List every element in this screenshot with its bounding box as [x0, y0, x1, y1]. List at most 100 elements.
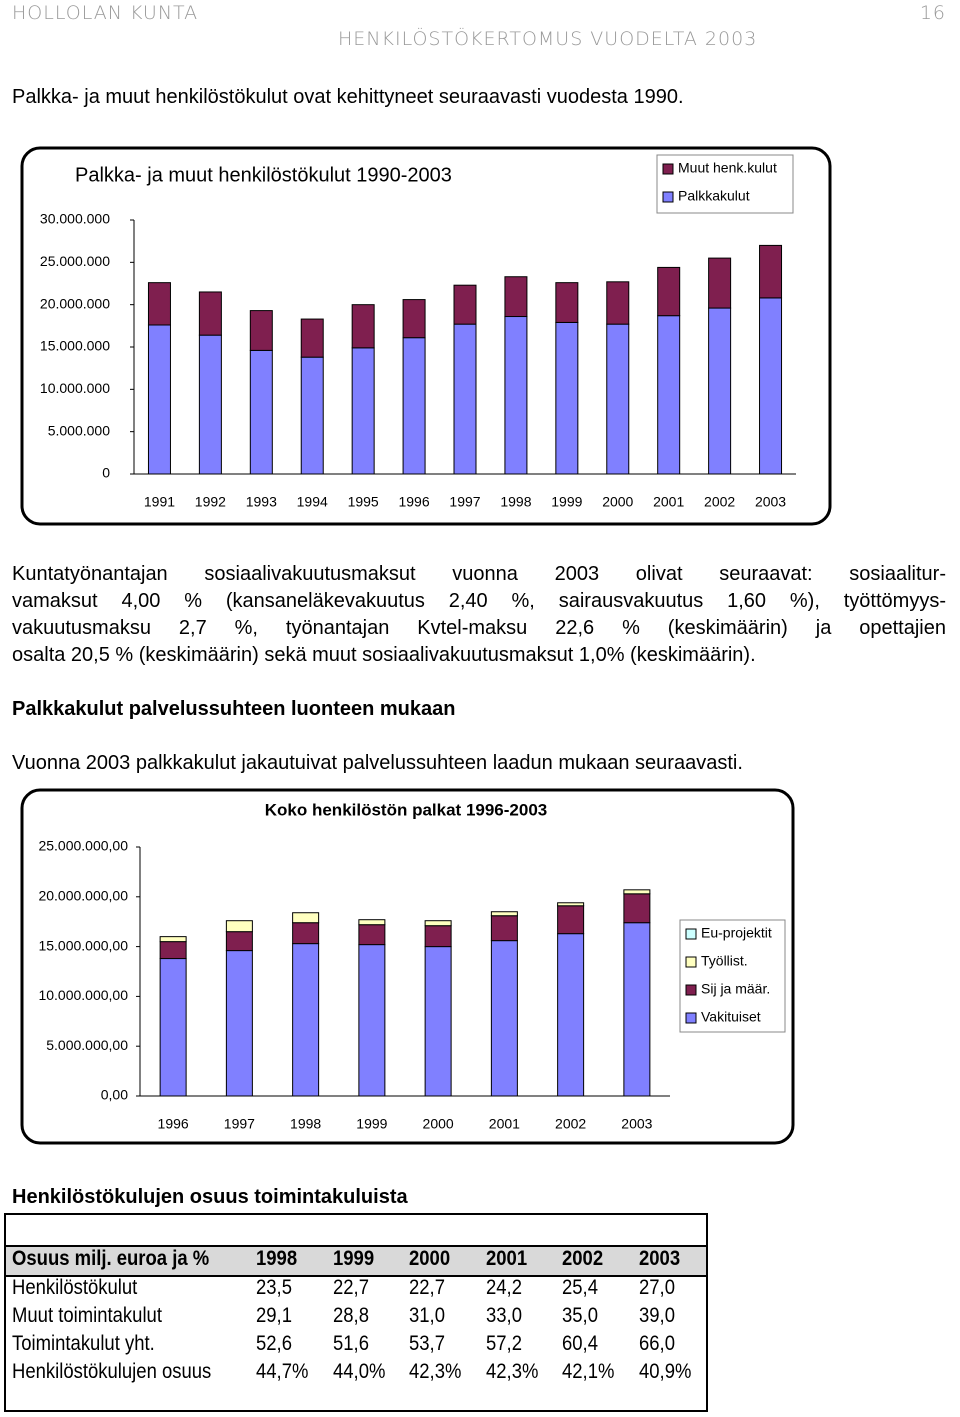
legend-swatch: [685, 956, 697, 968]
bar-segment: [147, 282, 171, 326]
x-tick-label: 1999: [356, 1116, 387, 1132]
x-tick-label: 1998: [290, 1116, 321, 1132]
x-tick-label: 1992: [195, 494, 226, 510]
table-cell: 42,3%: [409, 1360, 462, 1383]
x-tick-label: 2003: [755, 494, 786, 510]
x-tick-label: 1997: [224, 1116, 255, 1132]
table-cell: 1998: [256, 1247, 298, 1270]
bar-segment: [292, 922, 320, 945]
table-cell: 2003: [639, 1247, 681, 1270]
x-tick-label: 2000: [423, 1116, 454, 1132]
table-cell: Toimintakulut yht.: [12, 1332, 155, 1355]
x-tick-label: 1994: [297, 494, 328, 510]
bar-segment: [402, 299, 426, 339]
x-tick-label: 1999: [551, 494, 582, 510]
paragraph-line: vakuutusmaksu 2,7 %, työnantajan Kvtel-m…: [12, 617, 946, 639]
y-tick-label: 20.000.000,00: [38, 888, 128, 904]
x-tick-label: 1996: [398, 494, 429, 510]
bar-segment: [557, 933, 585, 1097]
bar-segment: [292, 943, 320, 1097]
table-header-row: [6, 1245, 706, 1277]
legend-swatch: [685, 928, 697, 940]
x-tick-label: 1996: [158, 1116, 189, 1132]
section-text: Vuonna 2003 palkkakulut jakautuivat palv…: [12, 752, 743, 774]
y-tick-label: 0,00: [101, 1087, 128, 1103]
table-cell: 22,7: [333, 1276, 369, 1299]
table-heading: Henkilöstökulujen osuus toimintakuluista: [12, 1186, 408, 1208]
bar-segment: [159, 958, 187, 1097]
bar-segment: [198, 334, 222, 475]
table-cell: 53,7: [409, 1332, 445, 1355]
bar-segment: [351, 304, 375, 349]
table-cell: 2001: [486, 1247, 528, 1270]
table-cell: 33,0: [486, 1304, 522, 1327]
bar-segment: [759, 297, 783, 475]
table-cell: Henkilöstökulut: [12, 1276, 138, 1299]
y-tick-label: 25.000.000,00: [38, 838, 128, 854]
chart-frame: [20, 788, 795, 1145]
table-cell: 42,1%: [562, 1360, 615, 1383]
x-tick-label: 1995: [348, 494, 379, 510]
table-cell: 1999: [333, 1247, 375, 1270]
legend-swatch: [685, 1012, 697, 1024]
legend-box: [679, 919, 786, 1033]
bar-segment: [453, 323, 477, 475]
table-cell: Osuus milj. euroa ja %: [12, 1247, 210, 1270]
org-name: HOLLOLAN KUNTA: [12, 2, 199, 24]
bar-segment: [504, 276, 528, 318]
page-number: 16: [919, 2, 946, 24]
table-cell: 52,6: [256, 1332, 292, 1355]
table-cell: 44,0%: [333, 1360, 386, 1383]
bar-segment: [358, 924, 386, 946]
bar-segment: [555, 282, 579, 323]
table-cell: 44,7%: [256, 1360, 309, 1383]
table-cell: 39,0: [639, 1304, 675, 1327]
bar-segment: [557, 905, 585, 935]
table-cell: 22,7: [409, 1276, 445, 1299]
bar-segment: [657, 266, 681, 317]
paragraph-line: osalta 20,5 % (keskimäärin) sekä muut so…: [12, 644, 756, 666]
y-tick-label: 10.000.000: [40, 380, 110, 396]
bar-segment: [759, 244, 783, 299]
bar-segment: [225, 931, 253, 952]
x-tick-label: 2001: [653, 494, 684, 510]
bar-segment: [358, 919, 386, 926]
table-cell: 35,0: [562, 1304, 598, 1327]
y-tick-label: 10.000.000,00: [38, 987, 128, 1003]
bar-segment: [225, 950, 253, 1097]
x-tick-label: 1993: [246, 494, 277, 510]
bar-segment: [292, 912, 320, 924]
bar-segment: [606, 281, 630, 325]
table-cell: 2000: [409, 1247, 451, 1270]
table-cell: 42,3%: [486, 1360, 539, 1383]
legend-label: Muut henk.kulut: [678, 160, 777, 176]
table-cell: 28,8: [333, 1304, 369, 1327]
bar-segment: [147, 324, 171, 475]
bar-segment: [490, 940, 518, 1097]
table-cell: 25,4: [562, 1276, 598, 1299]
intro-text: Palkka- ja muut henkilöstökulut ovat keh…: [12, 86, 684, 108]
legend-swatch: [685, 984, 697, 996]
x-tick-label: 2002: [704, 494, 735, 510]
legend-box: [656, 154, 794, 214]
bar-segment: [358, 944, 386, 1097]
bar-segment: [504, 316, 528, 475]
bar-segment: [623, 922, 651, 1097]
x-tick-label: 2001: [489, 1116, 520, 1132]
legend-label: Vakituiset: [701, 1009, 761, 1025]
bar-segment: [657, 315, 681, 475]
x-tick-label: 1998: [500, 494, 531, 510]
bar-segment: [453, 284, 477, 325]
bar-segment: [555, 321, 579, 475]
legend-swatch: [662, 163, 674, 175]
legend-swatch: [662, 191, 674, 203]
x-tick-label: 2000: [602, 494, 633, 510]
y-tick-label: 15.000.000,00: [38, 937, 128, 953]
table-cell: 27,0: [639, 1276, 675, 1299]
bar-segment: [708, 257, 732, 309]
bar-segment: [249, 310, 273, 351]
table-cell: 66,0: [639, 1332, 675, 1355]
bar-segment: [606, 323, 630, 475]
y-tick-label: 20.000.000: [40, 295, 110, 311]
y-tick-label: 30.000.000: [40, 211, 110, 227]
